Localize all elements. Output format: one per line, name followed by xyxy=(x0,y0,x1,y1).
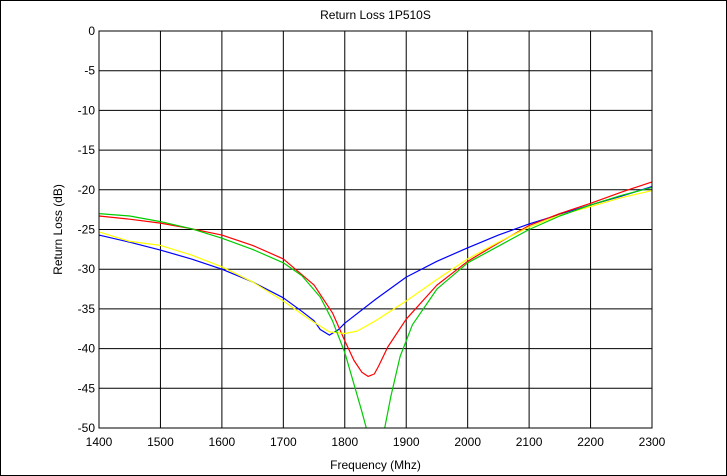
x-tick-label: 1900 xyxy=(393,435,420,449)
x-tick-label: 2300 xyxy=(639,435,666,449)
series-line-3 xyxy=(98,190,653,335)
x-tick-label: 2000 xyxy=(454,435,481,449)
y-tick-label: -10 xyxy=(78,103,96,117)
x-tick-label: 1400 xyxy=(86,435,113,449)
chart-title: Return Loss 1P510S xyxy=(320,8,431,22)
series-line-1 xyxy=(98,186,653,336)
series-line-4 xyxy=(98,213,367,429)
y-tick-label: -25 xyxy=(78,223,96,237)
x-tick-label: 1500 xyxy=(147,435,174,449)
y-tick-label: -35 xyxy=(78,302,96,316)
y-tick-label: -45 xyxy=(78,381,96,395)
y-axis-label: Return Loss (dB) xyxy=(51,184,65,275)
x-tick-label: 2100 xyxy=(516,435,543,449)
y-tick-label: -20 xyxy=(78,183,96,197)
x-tick-label: 1600 xyxy=(209,435,236,449)
y-tick-label: -50 xyxy=(78,421,96,435)
x-tick-label: 1700 xyxy=(270,435,297,449)
series-line-5 xyxy=(384,186,653,429)
y-tick-label: 0 xyxy=(88,24,95,38)
y-tick-label: -40 xyxy=(78,342,96,356)
x-tick-label: 1800 xyxy=(331,435,358,449)
y-tick-label: -15 xyxy=(78,143,96,157)
y-tick-label: -5 xyxy=(84,64,95,78)
x-tick-label: 2200 xyxy=(577,435,604,449)
series-line-2 xyxy=(98,181,653,377)
plot-border xyxy=(98,30,653,429)
y-tick-label: -30 xyxy=(78,262,96,276)
x-axis-label: Frequency (Mhz) xyxy=(330,458,421,472)
